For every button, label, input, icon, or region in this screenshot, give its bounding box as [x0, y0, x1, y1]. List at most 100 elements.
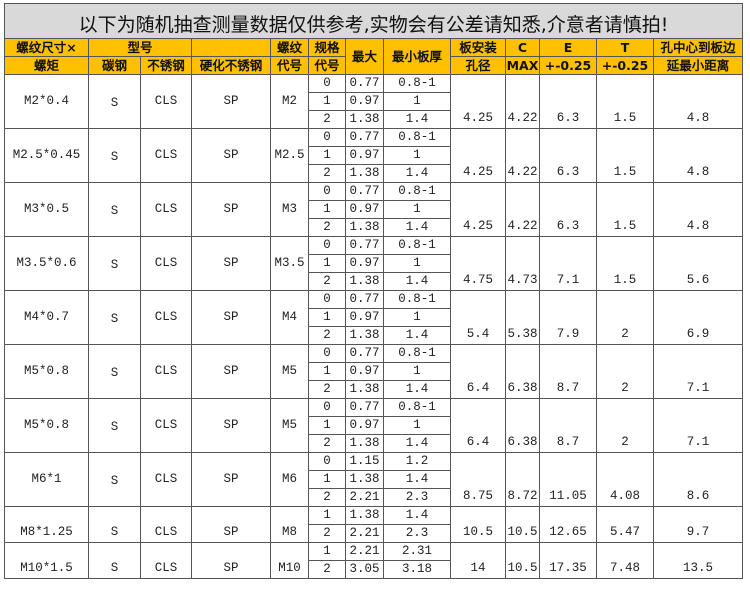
- size-cell: M5*0.8: [4, 398, 89, 453]
- size-group: M2*0.4 S CLS SP M2 0 0.77 0.8-1 4.25 4.22 6.3 1.5 4.…: [4, 74, 744, 129]
- carbon-cell: S: [88, 452, 141, 507]
- min-thickness-cell: 1: [383, 146, 451, 165]
- e-cell: 6.3: [539, 182, 597, 237]
- max-cell: 0.77: [345, 236, 384, 255]
- size-cell: M2.5*0.45: [4, 128, 89, 183]
- t-cell: 7.48: [596, 542, 654, 579]
- max-cell: 1.38: [345, 434, 384, 453]
- size-group: M10*1.5 S CLS SP M10 1 2.21 2.31 14 10.5 17.35 7.48…: [4, 542, 744, 579]
- thread-code-cell: M8: [270, 506, 309, 543]
- max-cell: 1.15: [345, 452, 384, 471]
- hardened-cell: SP: [191, 128, 271, 183]
- size-cell: M3.5*0.6: [4, 236, 89, 291]
- table-row: M5*0.8 S CLS SP M5 0 0.77 0.8-1 6.4 6.38 8.7 2 7.1: [4, 344, 744, 399]
- size-cell: M10*1.5: [4, 542, 89, 579]
- thread-code-cell: M3: [270, 182, 309, 237]
- spec-code-cell: 2: [308, 218, 346, 237]
- header-spec-code: 代号: [308, 56, 346, 75]
- edge-distance-cell: 9.7: [652, 506, 744, 543]
- max-cell: 2.21: [345, 542, 384, 561]
- size-cell: M4*0.7: [4, 290, 89, 345]
- spec-code-cell: 2: [308, 272, 346, 291]
- hardened-cell: SP: [191, 344, 271, 399]
- t-cell: 1.5: [596, 128, 654, 183]
- c-max-cell: 4.22: [505, 128, 540, 183]
- t-cell: 2: [596, 290, 654, 345]
- min-thickness-cell: 1.4: [383, 506, 451, 525]
- min-thickness-cell: 1.4: [383, 272, 451, 291]
- carbon-cell: S: [88, 290, 141, 345]
- hole-cell: 6.4: [450, 344, 506, 399]
- table-row: 1 0.97 1: [5, 254, 743, 273]
- max-cell: 0.77: [345, 182, 384, 201]
- hardened-cell: SP: [191, 506, 271, 543]
- carbon-cell: S: [88, 506, 141, 543]
- hardened-cell: SP: [191, 542, 271, 579]
- table-row: M8*1.25 S CLS SP M8 1 1.38 1.4 10.5 10.5 12.65 5.47…: [4, 506, 744, 543]
- min-thickness-cell: 0.8-1: [383, 344, 451, 363]
- table-row: M10*1.5 S CLS SP M10 1 2.21 2.31 14 10.5 17.35 7.48…: [4, 542, 744, 579]
- max-cell: 0.97: [345, 308, 384, 327]
- min-thickness-cell: 3.18: [383, 560, 451, 579]
- t-cell: 2: [596, 344, 654, 399]
- thread-code-cell: M10: [270, 542, 309, 579]
- header-hardened: 硬化不锈钢: [191, 56, 271, 75]
- min-thickness-cell: 1: [383, 308, 451, 327]
- max-cell: 1.38: [345, 218, 384, 237]
- thread-code-cell: M5: [270, 344, 309, 399]
- table-row: 2 1.38 1.4: [5, 110, 743, 129]
- min-thickness-cell: 1: [383, 92, 451, 111]
- c-max-cell: 10.5: [505, 506, 540, 543]
- e-cell: 11.05: [539, 452, 597, 507]
- t-cell: 1.5: [596, 182, 654, 237]
- header-max: 最大: [345, 38, 384, 75]
- e-cell: 7.1: [539, 236, 597, 291]
- t-cell: 1.5: [596, 236, 654, 291]
- header-size: 螺纹尺寸×: [4, 38, 89, 57]
- table-row: M3.5*0.6 S CLS SP M3.5 0 0.77 0.8-1 4.75 4.73 7.1 1…: [4, 236, 744, 291]
- table-row: 1 0.97 1: [5, 200, 743, 219]
- edge-distance-cell: 4.8: [652, 128, 744, 183]
- stainless-cell: CLS: [140, 74, 192, 129]
- spec-table: 以下为随机抽查测量数据仅供参考,实物会有公差请知悉,介意者请慎拍! 螺纹尺寸× …: [3, 3, 744, 579]
- c-max-cell: 4.22: [505, 74, 540, 129]
- header-c-max: MAX: [505, 56, 540, 75]
- header-pitch: 螺矩: [4, 56, 89, 75]
- hole-cell: 4.25: [450, 74, 506, 129]
- header-model: 型号: [88, 38, 192, 57]
- max-cell: 1.38: [345, 164, 384, 183]
- t-cell: 2: [596, 398, 654, 453]
- hole-cell: 10.5: [450, 506, 506, 543]
- e-cell: 8.7: [539, 398, 597, 453]
- table-row: M2*0.4 S CLS SP M2 0 0.77 0.8-1 4.25 4.22 6.3 1.5 4.…: [4, 74, 744, 129]
- hardened-cell: SP: [191, 398, 271, 453]
- spec-table-container: 以下为随机抽查测量数据仅供参考,实物会有公差请知悉,介意者请慎拍! 螺纹尺寸× …: [3, 3, 744, 579]
- e-cell: 8.7: [539, 344, 597, 399]
- min-thickness-cell: 1.4: [383, 470, 451, 489]
- max-cell: 1.38: [345, 272, 384, 291]
- spec-code-cell: 0: [308, 74, 346, 93]
- spec-code-cell: 2: [308, 164, 346, 183]
- table-row: 2 1.38 1.4: [5, 326, 743, 345]
- spec-code-cell: 2: [308, 326, 346, 345]
- e-cell: 7.9: [539, 290, 597, 345]
- t-cell: 4.08: [596, 452, 654, 507]
- table-row: M4*0.7 S CLS SP M4 0 0.77 0.8-1 5.4 5.38 7.9 2 6.9: [4, 290, 744, 345]
- table-row: 1 0.97 1: [5, 362, 743, 381]
- carbon-cell: S: [88, 344, 141, 399]
- spec-code-cell: 0: [308, 290, 346, 309]
- max-cell: 2.21: [345, 524, 384, 543]
- max-cell: 0.97: [345, 92, 384, 111]
- thread-code-cell: M3.5: [270, 236, 309, 291]
- stainless-cell: CLS: [140, 542, 192, 579]
- table-row: 1 0.97 1: [5, 308, 743, 327]
- stainless-cell: CLS: [140, 506, 192, 543]
- max-cell: 0.77: [345, 290, 384, 309]
- min-thickness-cell: 1.4: [383, 110, 451, 129]
- header-t-tol: +-0.25: [596, 56, 654, 75]
- stainless-cell: CLS: [140, 236, 192, 291]
- spec-code-cell: 2: [308, 110, 346, 129]
- min-thickness-cell: 1: [383, 416, 451, 435]
- e-cell: 6.3: [539, 74, 597, 129]
- min-thickness-cell: 2.31: [383, 542, 451, 561]
